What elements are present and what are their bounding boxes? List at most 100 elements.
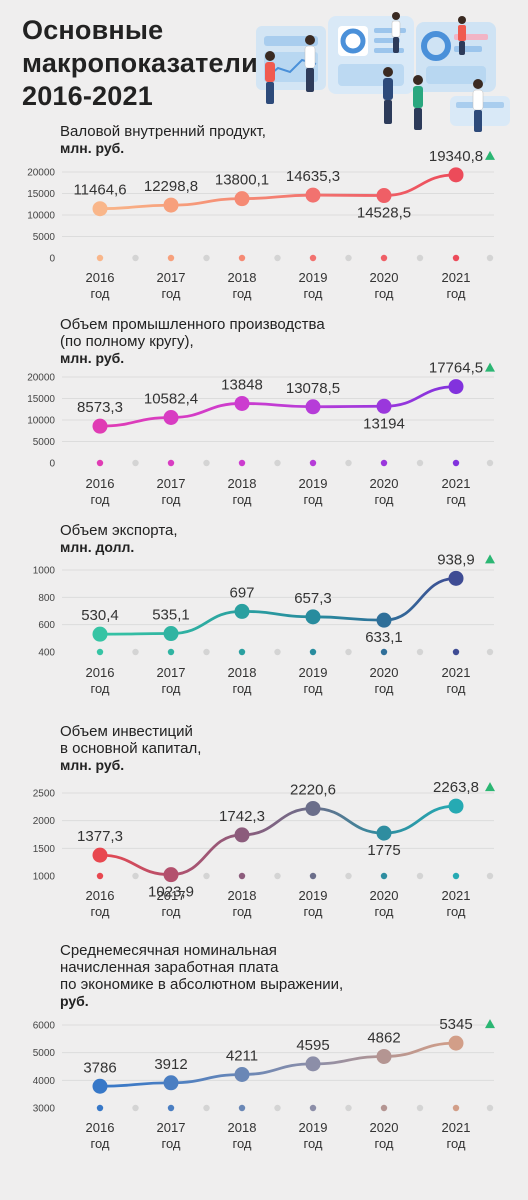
data-label: 1742,3 <box>219 808 265 825</box>
chart-title: Среднемесячная номинальная <box>60 942 277 959</box>
chart-unit: млн. руб. <box>60 757 124 773</box>
chart-title: начисленная заработная плата <box>60 959 279 976</box>
x-tick-suffix: год <box>447 286 466 301</box>
data-label: 530,4 <box>81 607 119 624</box>
x-tick-suffix: год <box>162 681 181 696</box>
chart-2: Объем промышленного производства(по полн… <box>27 316 495 507</box>
x-tick-label: 2017 <box>157 270 186 285</box>
data-label: 3786 <box>83 1059 116 1076</box>
baseline-dot <box>203 872 210 880</box>
x-tick-label: 2017 <box>157 1120 186 1135</box>
baseline-marker <box>309 872 317 880</box>
data-label: 1775 <box>367 842 400 859</box>
data-point <box>305 800 321 816</box>
y-tick-label: 2000 <box>33 816 56 827</box>
data-point <box>305 187 321 203</box>
baseline-dot <box>132 459 139 467</box>
data-label: 697 <box>229 584 254 601</box>
data-label: 12298,8 <box>144 178 198 195</box>
x-tick-label: 2019 <box>299 270 328 285</box>
x-tick-suffix: год <box>375 492 394 507</box>
x-tick-suffix: год <box>304 681 323 696</box>
data-label: 4862 <box>367 1029 400 1046</box>
data-point <box>376 612 392 628</box>
data-label: 633,1 <box>365 629 403 646</box>
y-tick-label: 1500 <box>33 844 56 855</box>
baseline-marker <box>309 459 317 467</box>
baseline-dot <box>345 1104 352 1112</box>
x-tick-label: 2021 <box>442 888 471 903</box>
data-label: 657,3 <box>294 590 332 607</box>
x-tick-label: 2021 <box>442 1120 471 1135</box>
baseline-dot <box>416 254 424 262</box>
up-arrow-icon <box>485 782 495 792</box>
baseline-dot <box>132 648 139 656</box>
x-tick-suffix: год <box>233 904 252 919</box>
data-point <box>92 626 108 642</box>
baseline-marker <box>238 459 246 467</box>
baseline-marker <box>238 648 246 656</box>
baseline-dot <box>274 648 281 656</box>
baseline-marker <box>96 459 104 467</box>
x-tick-label: 2017 <box>157 476 186 491</box>
x-tick-suffix: год <box>91 681 110 696</box>
baseline-dot <box>345 648 352 656</box>
y-tick-label: 20000 <box>27 168 55 179</box>
y-tick-label: 10000 <box>27 211 55 222</box>
y-tick-label: 0 <box>49 254 55 265</box>
data-point <box>163 1075 179 1091</box>
chart-3: Объем экспорта,млн. долл. 400 600 800 1000 53… <box>33 522 495 696</box>
baseline-marker <box>380 648 388 656</box>
baseline-marker <box>380 459 388 467</box>
data-point <box>234 395 250 411</box>
y-tick-label: 5000 <box>33 437 56 448</box>
x-tick-label: 2018 <box>228 888 257 903</box>
baseline-marker <box>309 648 317 656</box>
baseline-dot <box>416 872 424 880</box>
x-tick-label: 2020 <box>370 665 399 680</box>
x-tick-suffix: год <box>447 492 466 507</box>
data-point <box>234 1066 250 1082</box>
baseline-dot <box>203 254 210 262</box>
y-tick-label: 1000 <box>33 872 56 883</box>
data-point <box>92 418 108 434</box>
baseline-marker <box>167 459 175 467</box>
baseline-marker <box>309 1104 317 1112</box>
x-tick-suffix: год <box>91 1136 110 1151</box>
x-tick-suffix: год <box>375 286 394 301</box>
baseline-marker <box>96 872 104 880</box>
baseline-dot <box>274 254 281 262</box>
data-point <box>234 191 250 207</box>
data-point <box>448 167 464 183</box>
data-label: 13800,1 <box>215 172 269 189</box>
baseline-dot <box>486 254 494 262</box>
baseline-dot <box>203 459 210 467</box>
data-label: 14528,5 <box>357 205 411 222</box>
baseline-dot <box>274 1104 281 1112</box>
data-point <box>92 847 108 863</box>
data-point <box>163 626 179 642</box>
chart-title: (по полному кругу), <box>60 333 194 350</box>
data-label: 8573,3 <box>77 399 123 416</box>
baseline-dot <box>345 872 352 880</box>
data-point <box>448 1035 464 1051</box>
data-point <box>92 1078 108 1094</box>
data-point <box>163 867 179 883</box>
data-label: 4211 <box>226 1047 258 1064</box>
y-tick-label: 1000 <box>33 566 56 577</box>
dashboard-illustration <box>256 12 510 132</box>
x-tick-suffix: год <box>91 904 110 919</box>
data-label: 10582,4 <box>144 390 198 407</box>
data-label: 13848 <box>221 376 263 393</box>
x-tick-label: 2019 <box>299 476 328 491</box>
x-tick-label: 2020 <box>370 1120 399 1135</box>
x-tick-label: 2016 <box>86 270 115 285</box>
x-tick-label: 2021 <box>442 665 471 680</box>
baseline-marker <box>452 459 460 467</box>
baseline-dot <box>345 459 352 467</box>
chart-title: в основной капитал, <box>60 740 201 757</box>
x-tick-suffix: год <box>91 492 110 507</box>
x-tick-suffix: год <box>162 904 181 919</box>
baseline-dot <box>274 872 281 880</box>
chart-title: Объем промышленного производства <box>60 316 325 333</box>
